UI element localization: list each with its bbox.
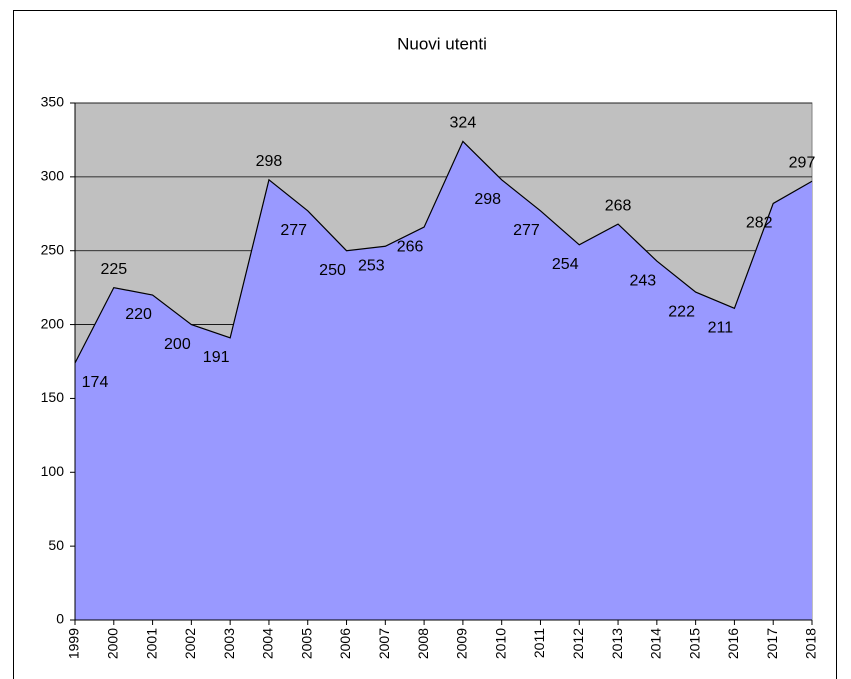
data-label: 220 [125,306,152,323]
x-tick-label: 2005 [298,628,314,659]
x-tick-label: 2008 [415,628,431,659]
data-label: 225 [100,261,127,278]
x-tick-label: 2016 [725,628,741,659]
chart-frame [13,10,837,679]
x-tick-label: 2006 [337,628,353,659]
y-tick-label: 100 [41,463,65,479]
y-tick-label: 300 [41,168,65,184]
data-label: 324 [450,115,477,132]
y-tick-label: 0 [56,611,64,627]
data-label: 277 [513,222,540,239]
x-tick-label: 2013 [609,628,625,659]
x-tick-label: 1999 [66,628,82,659]
data-label: 253 [358,258,385,275]
x-tick-label: 2011 [531,628,547,658]
x-tick-label: 2014 [648,628,664,659]
y-tick-label: 350 [41,94,65,110]
data-label: 243 [629,272,656,289]
data-label: 200 [164,336,191,353]
x-tick-label: 2007 [376,628,392,659]
x-tick-label: 2010 [492,628,508,659]
x-tick-label: 2017 [764,628,780,659]
x-tick-label: 2015 [686,628,702,659]
data-label: 298 [256,153,283,170]
x-tick-label: 2004 [260,628,276,659]
data-label: 282 [746,215,773,232]
area-line [74,140,813,364]
x-tick-label: 2009 [454,628,470,659]
data-label: 250 [319,262,346,279]
chart-title: Nuovi utenti [397,34,487,53]
data-label: 211 [708,320,734,337]
x-tick-label: 2012 [570,628,586,659]
data-label: 191 [203,349,230,366]
data-label: 222 [668,303,695,320]
y-tick-label: 250 [41,241,65,257]
x-tick-label: 2002 [182,628,198,659]
x-tick-label: 2018 [803,628,819,659]
x-tick-label: 2000 [104,628,120,659]
data-label: 174 [82,374,109,391]
x-tick-label: 2001 [143,628,159,659]
x-tick-label: 2003 [221,628,237,659]
data-label: 298 [474,191,501,208]
y-tick-label: 50 [48,537,64,553]
data-label: 268 [605,197,632,214]
data-label: 266 [397,238,424,255]
data-label: 254 [552,256,579,273]
y-tick-label: 150 [41,389,65,405]
data-label: 277 [280,222,307,239]
y-tick-label: 200 [41,315,65,331]
data-label: 297 [789,155,816,172]
area-fill [75,141,812,621]
